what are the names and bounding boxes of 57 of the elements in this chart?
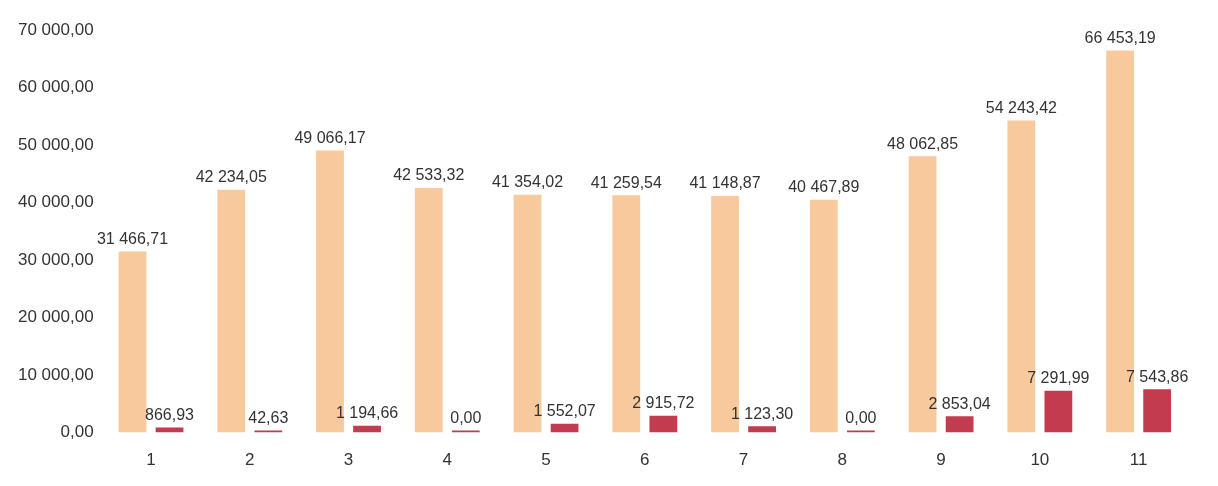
data-label: 41 259,54 [590,173,662,191]
bar [1007,120,1036,433]
bar [1044,390,1073,433]
data-label: 0,00 [845,409,877,427]
data-label: 2 853,04 [928,394,991,412]
data-label: 2 915,72 [632,394,695,412]
x-tick-label: 5 [541,450,551,470]
data-label: 0,00 [450,409,482,427]
bar [711,195,739,433]
data-label: 48 062,85 [886,134,959,152]
data-label: 41 354,02 [491,173,564,191]
bar [1106,50,1134,433]
y-tick-label: 30 000,00 [17,249,94,269]
x-tick-label: 11 [1129,450,1148,470]
data-label: 49 066,17 [294,128,366,146]
bar [217,189,246,433]
data-label: 42 234,05 [195,168,267,186]
bar [908,156,937,433]
bar [649,415,678,433]
x-tick-label: 8 [837,450,848,470]
data-label: 42,63 [248,409,289,427]
bar [945,416,974,433]
y-tick-label: 60 000,00 [17,77,94,97]
data-label: 66 453,19 [1084,28,1156,46]
data-label: 1 194,66 [335,404,399,422]
data-label: 1 552,07 [533,402,596,420]
data-label: 31 466,71 [96,230,169,248]
bar [1143,389,1172,433]
x-tick-label: 10 [1030,450,1050,470]
y-tick-label: 70 000,00 [17,19,94,39]
y-tick-label: 20 000,00 [17,307,94,327]
x-tick-label: 1 [146,450,156,470]
x-tick-label: 3 [343,450,354,470]
x-tick-label: 2 [245,450,255,470]
bar [118,251,147,433]
x-tick-label: 4 [442,450,453,470]
bar [748,426,776,433]
data-label: 866,93 [145,406,195,424]
data-label: 54 243,42 [985,99,1058,117]
bar [414,187,443,433]
data-label: 7 291,99 [1027,369,1090,387]
bar [612,195,641,433]
data-label: 40 467,89 [788,178,860,196]
data-label: 1 123,30 [730,404,794,422]
bar [513,194,542,433]
data-label: 42 533,32 [393,166,465,184]
data-label: 41 148,87 [689,174,761,192]
y-tick-label: 50 000,00 [17,134,94,154]
bar [809,199,838,433]
bar [316,150,344,433]
x-tick-label: 6 [640,450,650,470]
y-tick-label: 10 000,00 [17,364,94,384]
y-tick-label: 40 000,00 [17,192,94,212]
x-tick-label: 7 [738,450,749,470]
x-tick-label: 9 [936,450,946,470]
y-tick-label: 0,00 [60,422,94,442]
data-label: 7 543,86 [1126,367,1189,385]
